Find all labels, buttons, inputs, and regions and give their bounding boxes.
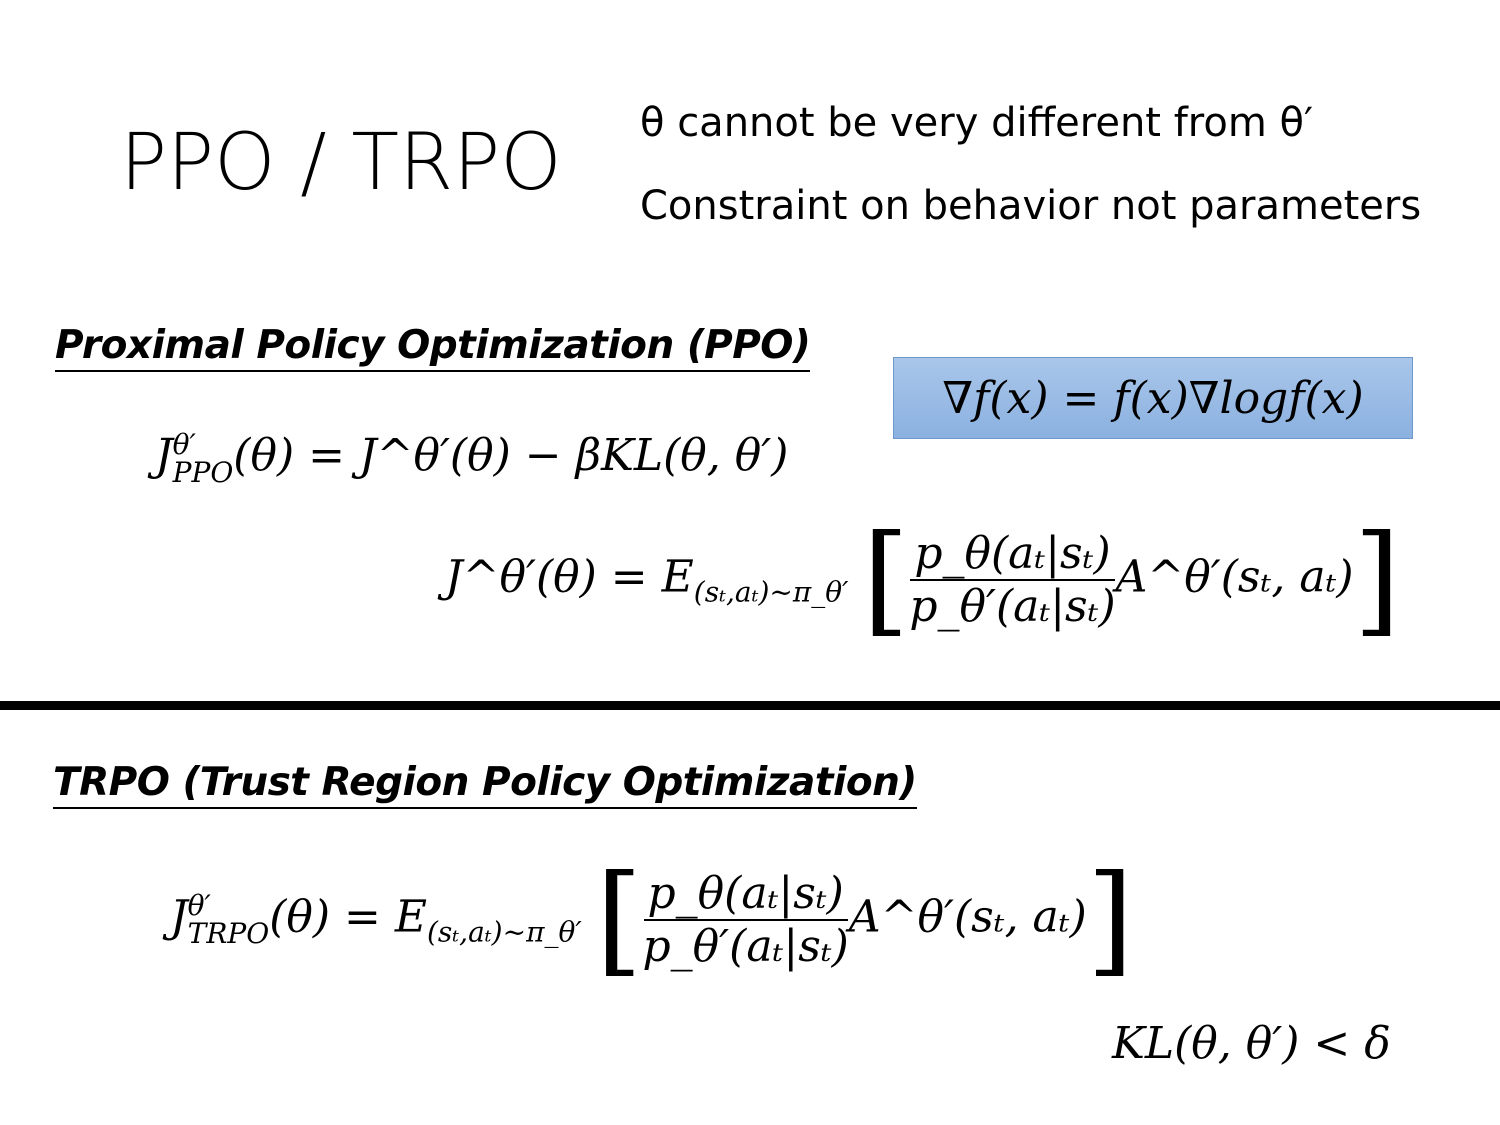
section-divider <box>0 701 1500 710</box>
left-bracket: [ <box>862 510 910 649</box>
ppo-surrogate-formula: J^θ′(θ) = E(sₜ,aₜ)~π_θ′ [p_θ(aₜ|sₜ) p_θ′(… <box>445 520 1400 640</box>
ppo-heading: Proximal Policy Optimization (PPO) <box>55 323 811 372</box>
right-bracket: ] <box>1086 850 1134 989</box>
ratio: p_θ(aₜ|sₜ) p_θ′(aₜ|sₜ) <box>643 868 849 972</box>
surrogate-sub: (sₜ,aₜ)~π_θ′ <box>693 575 849 609</box>
right-bracket: ] <box>1353 510 1401 649</box>
advantage: A^θ′(sₜ, aₜ) <box>1115 551 1354 603</box>
gradient-identity-box: ∇f(x) = f(x)∇logf(x) <box>893 357 1413 439</box>
trpo-mid: (θ) = E <box>269 891 427 943</box>
trpo-j: J <box>170 891 188 943</box>
advantage: A^θ′(sₜ, aₜ) <box>848 891 1087 943</box>
note-constraint: Constraint on behavior not parameters <box>640 183 1422 229</box>
ppo-j-sub: PPO <box>172 455 234 489</box>
ratio-numerator: p_θ(aₜ|sₜ) <box>643 868 848 921</box>
ratio-numerator: p_θ(aₜ|sₜ) <box>910 528 1115 581</box>
trpo-j-sup: θ′ <box>187 889 211 922</box>
left-bracket: [ <box>595 850 643 989</box>
gradient-identity-formula: ∇f(x) = f(x)∇logf(x) <box>942 372 1364 424</box>
ratio-denominator: p_θ′(aₜ|sₜ) <box>642 921 849 972</box>
slide-title: PPO / TRPO <box>120 118 562 208</box>
ratio: p_θ(aₜ|sₜ) p_θ′(aₜ|sₜ) <box>909 528 1115 632</box>
trpo-sub: (sₜ,aₜ)~π_θ′ <box>426 915 582 949</box>
trpo-heading: TRPO (Trust Region Policy Optimization) <box>53 760 917 809</box>
ppo-j: J <box>155 430 173 481</box>
kl-constraint: KL(θ, θ′) < δ <box>1112 1018 1391 1069</box>
note-theta: θ cannot be very different from θ′ <box>640 100 1314 146</box>
trpo-j-sub: TRPO <box>187 917 270 950</box>
ppo-rhs: (θ) = J^θ′(θ) − βKL(θ, θ′) <box>233 430 789 481</box>
ppo-j-sup: θ′ <box>172 427 196 461</box>
ratio-denominator: p_θ′(aₜ|sₜ) <box>909 581 1116 632</box>
surrogate-lhs: J^θ′(θ) = E <box>445 551 694 603</box>
